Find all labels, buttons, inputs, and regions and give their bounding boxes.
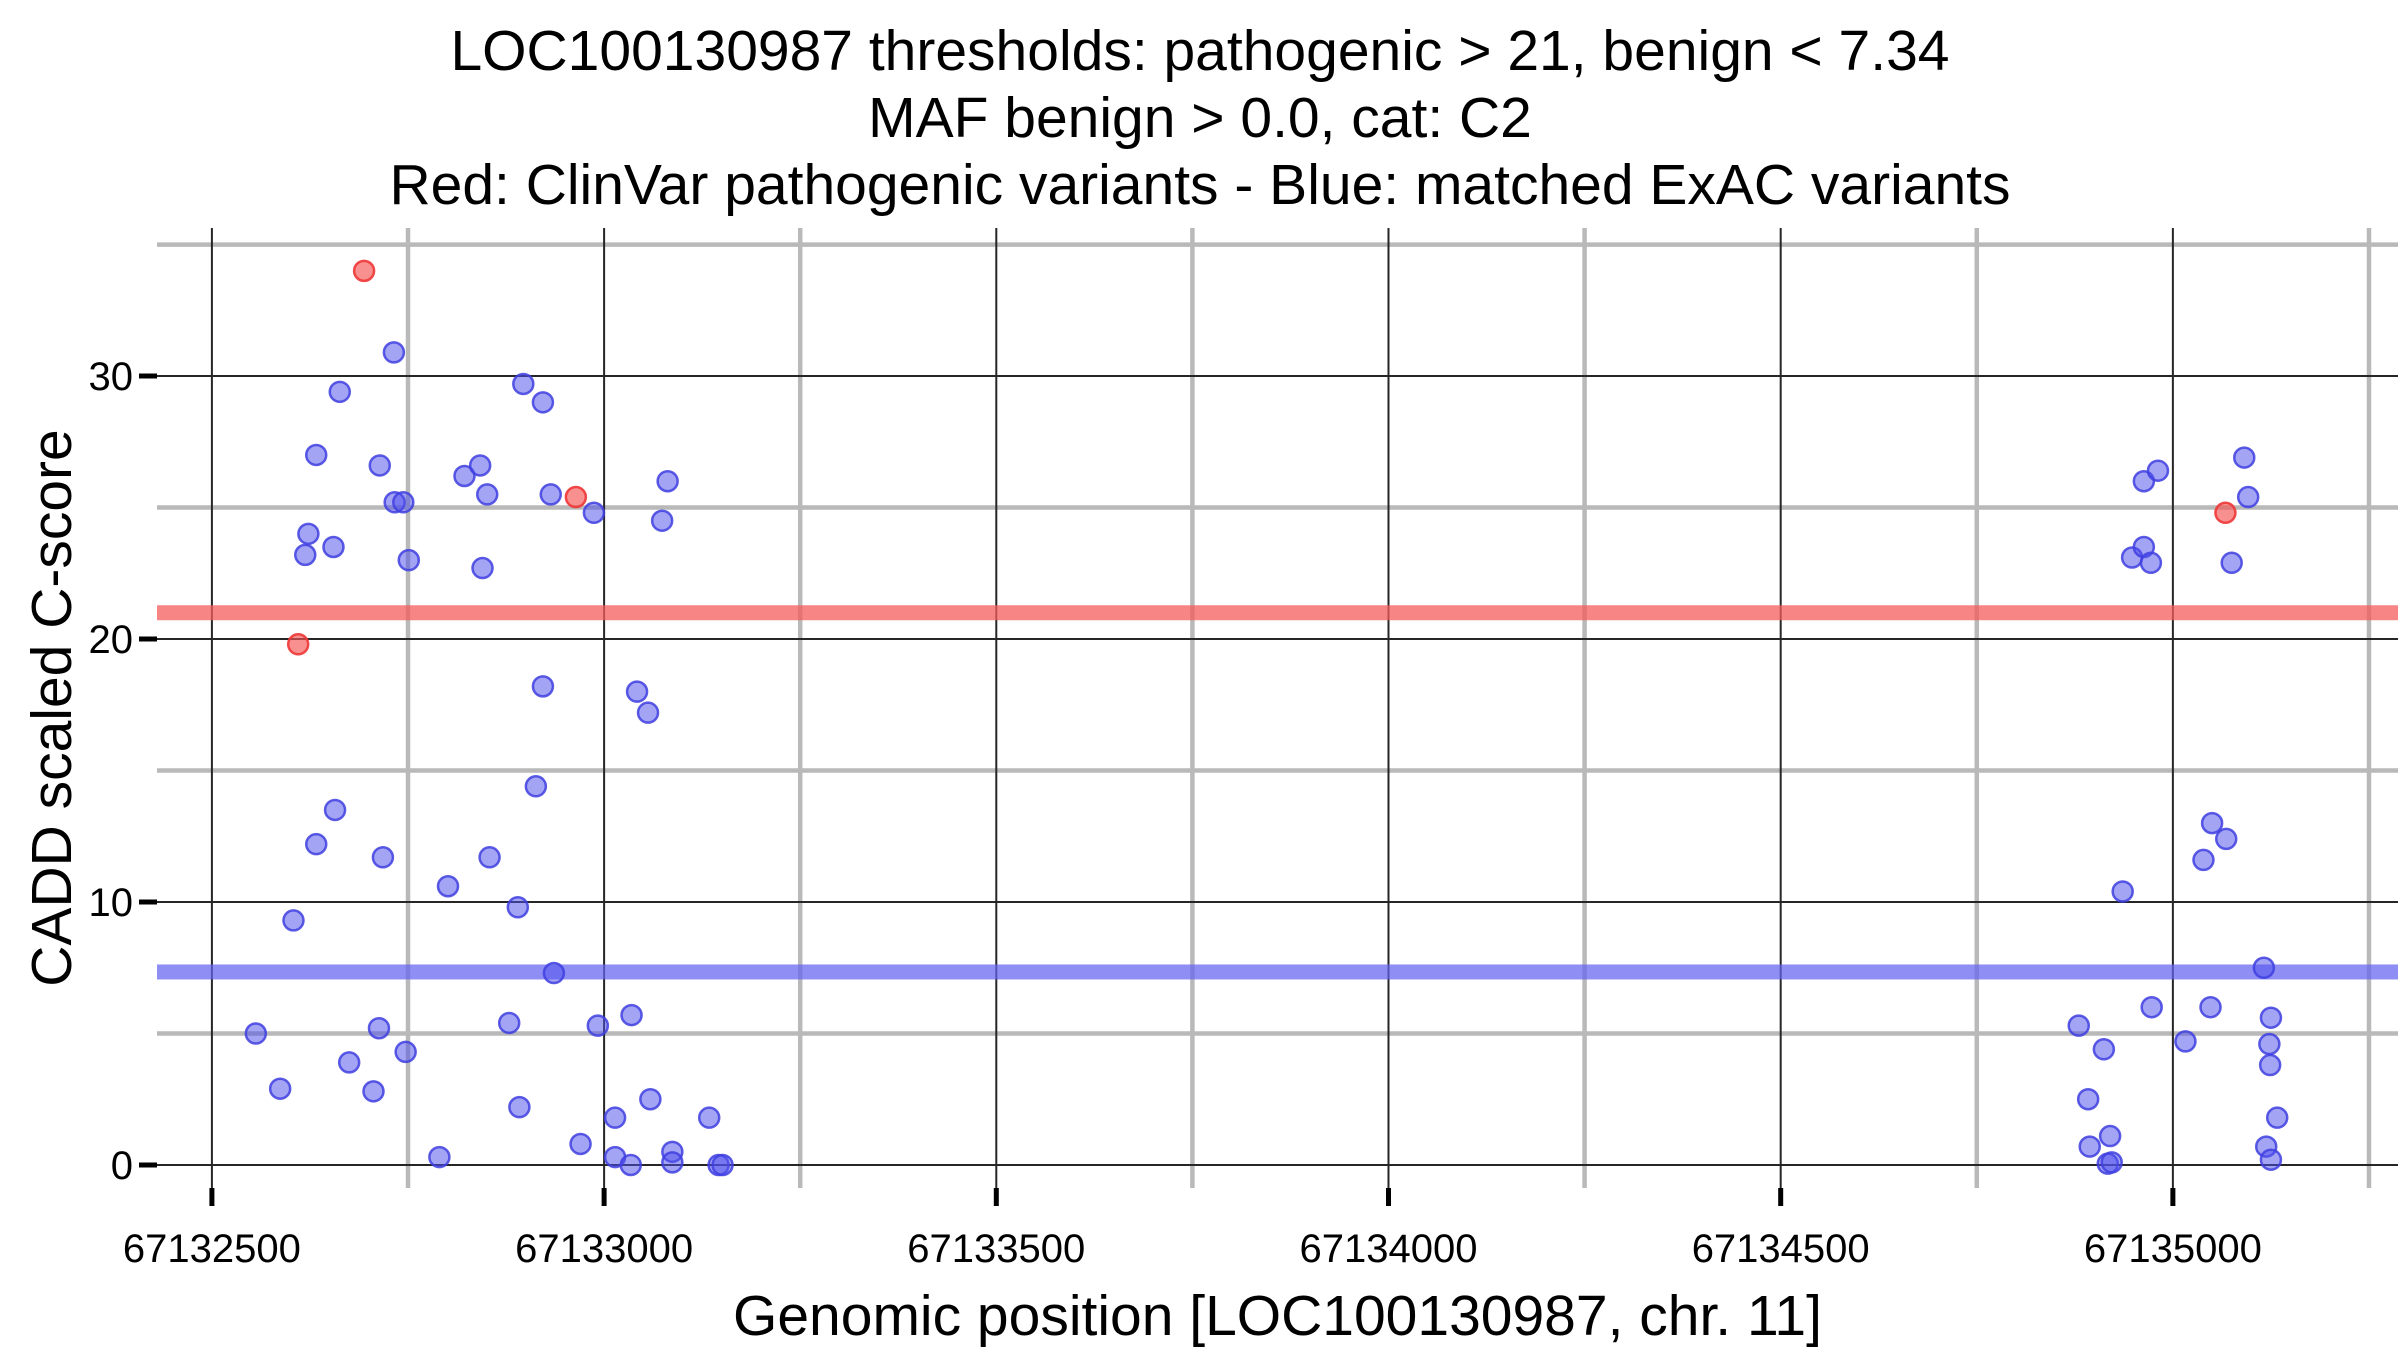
blue-variant-point xyxy=(328,380,352,404)
blue-variant-point xyxy=(2214,827,2238,851)
blue-variant-point xyxy=(362,1080,385,1103)
y-axis-title: CADD scaled C-score xyxy=(20,429,84,987)
chart-title: LOC100130987 thresholds: pathogenic > 21… xyxy=(0,18,2400,219)
chart-title-line-2: MAF benign > 0.0, cat: C2 xyxy=(868,86,1532,150)
blue-variant-point xyxy=(636,701,660,724)
blue-variant-point xyxy=(323,798,347,822)
y-tick-label: 20 xyxy=(89,618,134,662)
red-variant-point xyxy=(564,485,588,509)
blue-variant-point xyxy=(2259,1148,2283,1171)
blue-variant-point xyxy=(582,501,606,525)
blue-variant-point xyxy=(368,454,392,477)
blue-variant-point xyxy=(650,509,674,532)
blue-variant-point xyxy=(2265,1106,2289,1129)
chart-title-line-3: Red: ClinVar pathogenic variants - Blue:… xyxy=(389,153,2011,217)
blue-variant-point xyxy=(2258,1053,2282,1077)
blue-variant-point xyxy=(506,896,530,919)
blue-variant-point xyxy=(2076,1087,2100,1111)
blue-variant-point xyxy=(508,1095,531,1119)
pathogenic-threshold-line xyxy=(157,605,2398,621)
blue-variant-point xyxy=(524,775,548,798)
blue-variant-point xyxy=(2111,880,2134,903)
blue-variant-point xyxy=(337,1051,361,1074)
red-variant-point xyxy=(352,259,376,283)
blue-variant-point xyxy=(2098,1124,2122,1148)
blue-variant-point xyxy=(586,1014,610,1037)
blue-variant-point xyxy=(471,556,494,580)
blue-variant-point xyxy=(539,483,563,506)
blue-variant-point xyxy=(661,1151,684,1174)
blue-variant-point xyxy=(512,372,535,396)
blue-variant-point xyxy=(2258,1032,2281,1056)
red-variant-point xyxy=(286,633,310,656)
blue-variant-point xyxy=(2092,1038,2116,1061)
blue-variant-point xyxy=(304,832,328,856)
blue-variant-point xyxy=(2078,1135,2101,1158)
blue-variant-point xyxy=(478,846,501,869)
blue-variant-point xyxy=(2236,485,2260,509)
blue-variant-point xyxy=(569,1132,592,1156)
blue-variant-point xyxy=(367,1016,391,1040)
blue-variant-point xyxy=(475,483,499,506)
blue-variant-point xyxy=(397,548,421,572)
blue-variant-point xyxy=(392,491,415,514)
blue-variant-point xyxy=(436,874,460,898)
blue-variant-point xyxy=(619,1153,643,1177)
y-tick-label: 0 xyxy=(111,1144,133,1188)
blue-variant-point xyxy=(382,341,406,364)
blue-variant-point xyxy=(603,1106,627,1129)
blue-variant-point xyxy=(428,1145,451,1169)
blue-variant-point xyxy=(497,1011,521,1035)
blue-variant-point xyxy=(453,464,476,488)
blue-variant-point xyxy=(322,535,345,559)
blue-variant-point xyxy=(656,469,679,493)
blue-variant-point xyxy=(297,522,320,546)
blue-variant-point xyxy=(2199,995,2222,1019)
x-tick-label: 67135000 xyxy=(2084,1227,2262,1271)
blue-variant-point xyxy=(282,909,305,932)
blue-variant-point xyxy=(639,1087,662,1111)
x-axis-title: Genomic position [LOC100130987, chr. 11] xyxy=(733,1284,1822,1348)
blue-variant-point xyxy=(625,680,649,703)
blue-variant-point xyxy=(531,675,555,698)
blue-variant-point xyxy=(2233,446,2256,469)
benign-threshold-line xyxy=(157,964,2398,980)
blue-variant-point xyxy=(2200,811,2224,835)
x-tick-label: 67133000 xyxy=(515,1227,693,1271)
blue-variant-point xyxy=(697,1106,721,1129)
blue-variant-point xyxy=(293,543,317,567)
blue-variant-point xyxy=(268,1077,292,1100)
x-tick-label: 67133500 xyxy=(907,1227,1085,1271)
blue-variant-point xyxy=(620,1003,643,1027)
blue-variant-point xyxy=(2139,551,2163,575)
blue-variant-point xyxy=(2174,1030,2197,1053)
blue-variant-point xyxy=(2140,995,2163,1019)
blue-variant-point xyxy=(304,443,328,467)
blue-variant-point xyxy=(2220,551,2243,575)
y-tick-label: 30 xyxy=(89,355,134,399)
blue-variant-point xyxy=(468,454,492,477)
y-tick-label: 10 xyxy=(89,881,134,925)
blue-variant-point xyxy=(2146,459,2170,482)
blue-variant-point xyxy=(244,1022,268,1045)
blue-variant-point xyxy=(2067,1014,2091,1037)
blue-variant-point xyxy=(531,391,555,414)
red-variant-point xyxy=(2214,501,2237,525)
blue-variant-point xyxy=(2100,1151,2123,1174)
blue-variant-point xyxy=(394,1040,417,1064)
x-tick-label: 67134500 xyxy=(1692,1227,1870,1271)
blue-variant-point xyxy=(371,846,395,869)
blue-variant-point xyxy=(2259,1006,2283,1029)
blue-variant-point xyxy=(2252,956,2276,980)
blue-variant-point xyxy=(711,1153,734,1177)
x-tick-label: 67132500 xyxy=(123,1227,301,1271)
x-tick-label: 67134000 xyxy=(1300,1227,1478,1271)
chart-title-line-1: LOC100130987 thresholds: pathogenic > 21… xyxy=(450,19,1950,83)
blue-variant-point xyxy=(542,961,566,985)
blue-variant-point xyxy=(2192,848,2215,872)
